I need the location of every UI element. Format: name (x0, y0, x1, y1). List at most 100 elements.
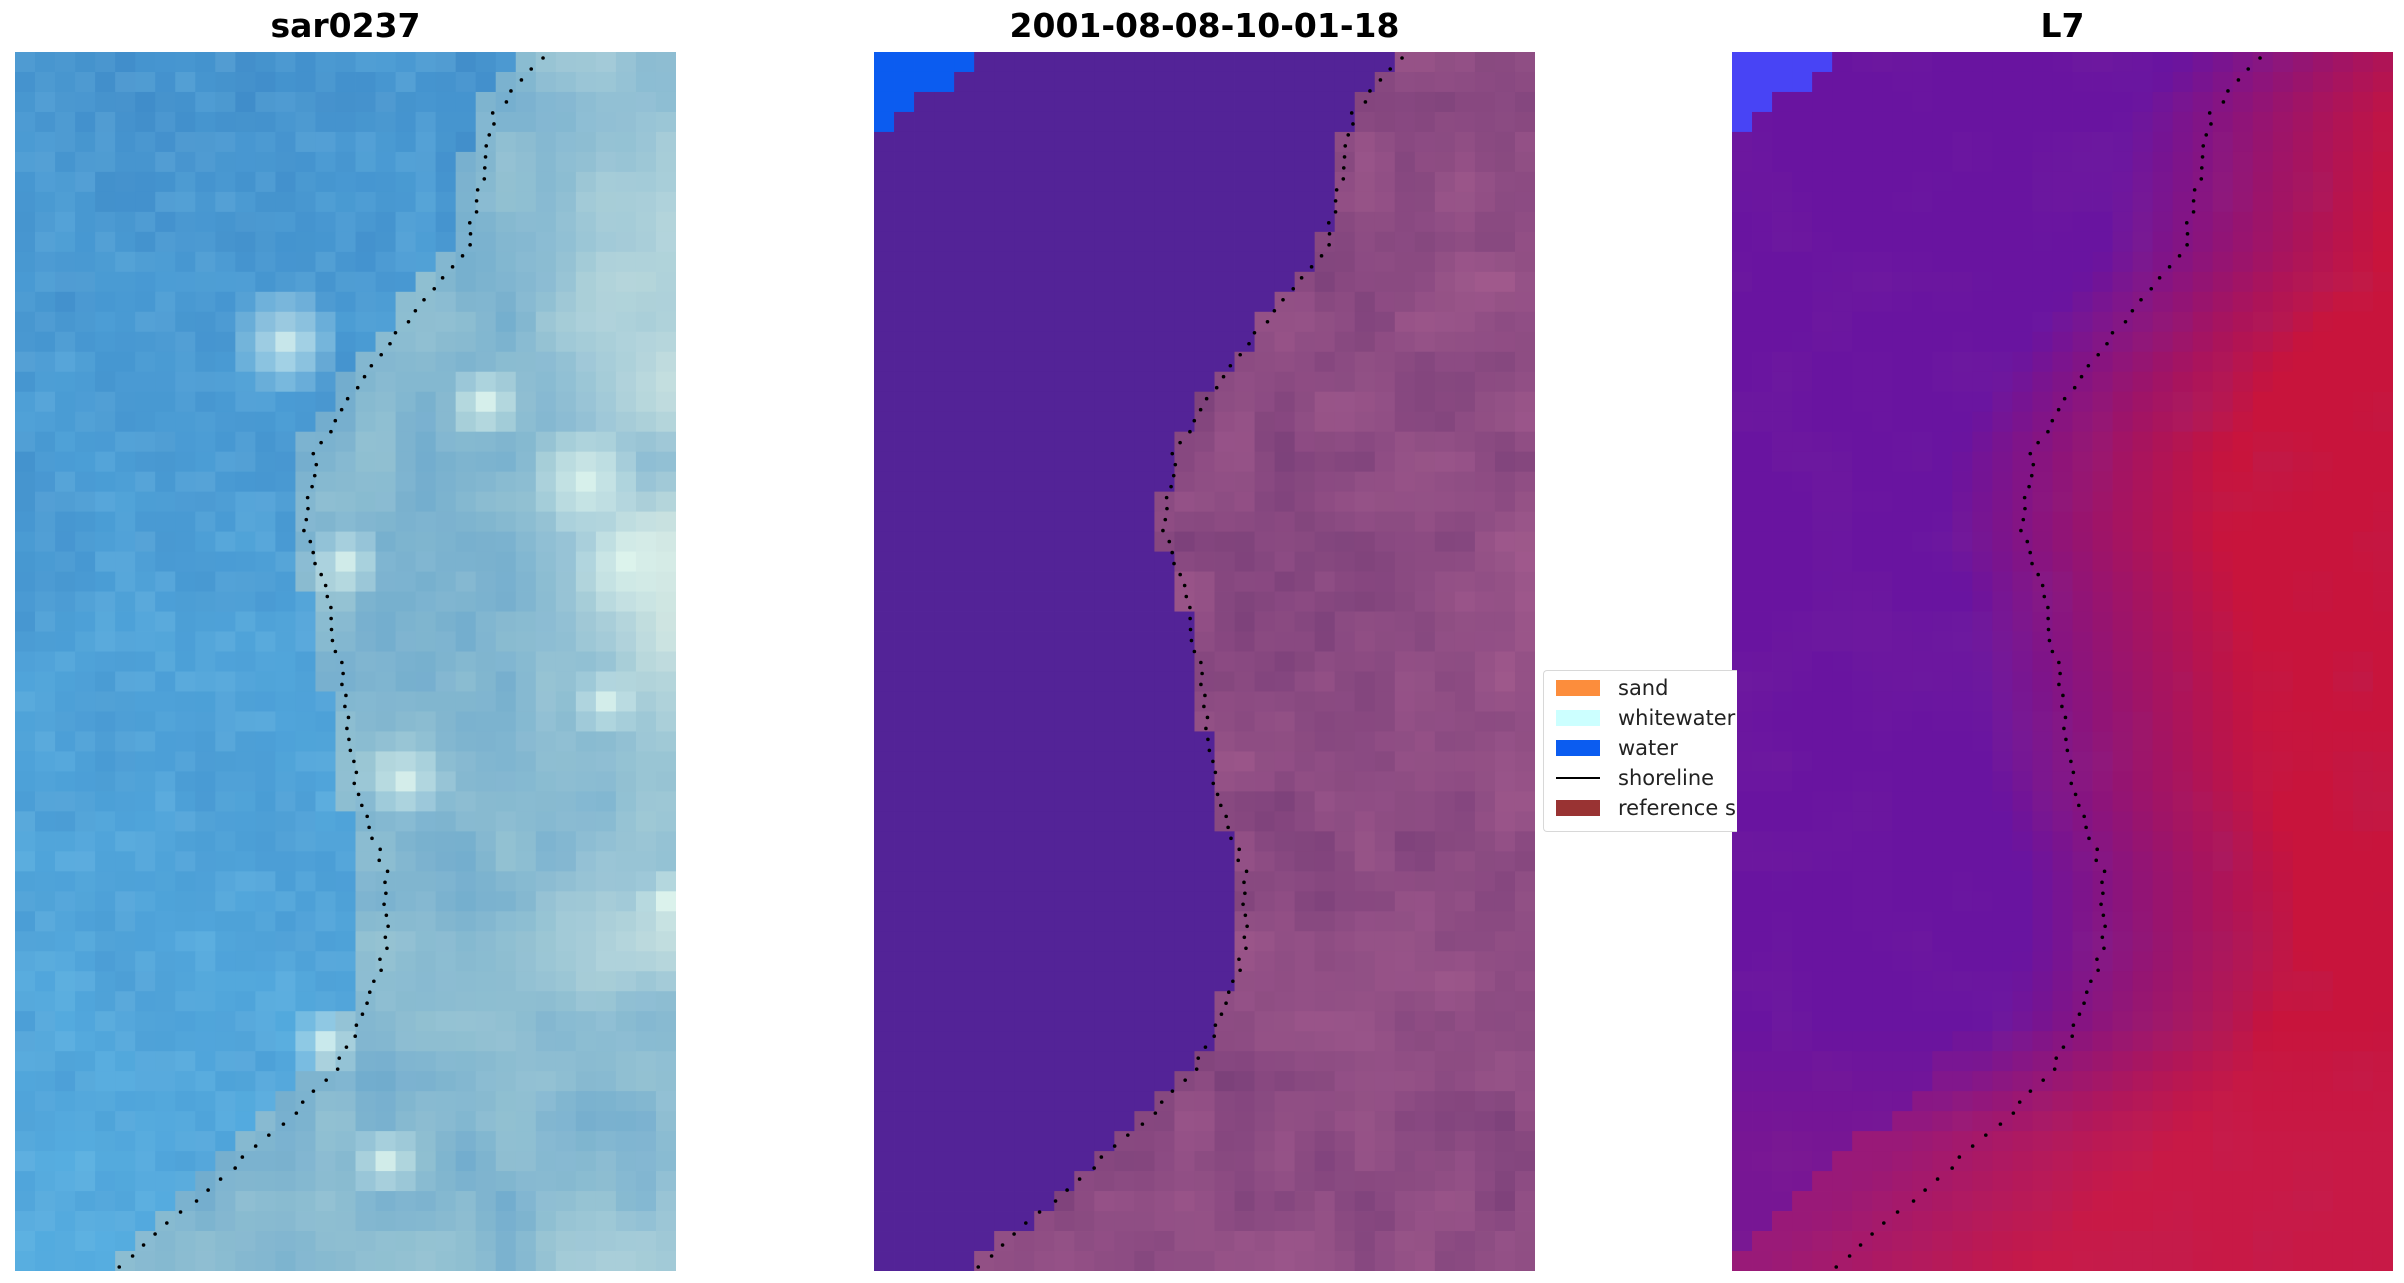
image-pixel (1014, 1031, 1035, 1052)
image-pixel (874, 131, 895, 153)
image-pixel (335, 791, 356, 812)
image-pixel (15, 291, 36, 313)
image-pixel (2192, 211, 2214, 233)
image-pixel (1154, 191, 1175, 213)
image-pixel (355, 971, 376, 992)
image-pixel (235, 611, 256, 632)
image-pixel (135, 1111, 156, 1132)
image-pixel (435, 691, 457, 712)
image-pixel (155, 1111, 176, 1132)
image-pixel (1374, 431, 1396, 453)
image-pixel (655, 971, 676, 992)
image-pixel (355, 171, 376, 193)
image-pixel (515, 1091, 537, 1112)
image-pixel (1474, 1151, 1496, 1172)
image-pixel (2332, 191, 2354, 213)
image-pixel (2372, 71, 2393, 93)
image-pixel (1134, 691, 1155, 712)
image-pixel (375, 251, 396, 273)
image-pixel (435, 731, 457, 752)
image-pixel (35, 1111, 56, 1132)
image-pixel (1054, 131, 1075, 153)
image-pixel (994, 71, 1015, 93)
image-pixel (2032, 331, 2053, 353)
image-pixel (1174, 171, 1195, 193)
image-pixel (1294, 1231, 1316, 1252)
image-pixel (1752, 411, 1773, 433)
image-pixel (1014, 851, 1035, 872)
image-pixel (335, 171, 356, 193)
image-pixel (15, 251, 36, 273)
image-pixel (575, 151, 597, 173)
image-pixel (1094, 251, 1115, 273)
image-pixel (2252, 211, 2274, 233)
image-pixel (1034, 491, 1055, 513)
image-pixel (575, 351, 597, 373)
shoreline-dot (1219, 1012, 1224, 1017)
image-pixel (35, 631, 56, 652)
shoreline-dot (365, 1001, 369, 1006)
image-pixel (475, 271, 497, 293)
image-pixel (75, 1131, 96, 1152)
image-pixel (635, 771, 657, 792)
image-pixel (1374, 1031, 1396, 1052)
shoreline-dot (1159, 1100, 1164, 1104)
image-pixel (635, 91, 657, 113)
image-pixel (1912, 131, 1933, 153)
image-pixel (1972, 91, 1993, 113)
image-pixel (75, 91, 96, 113)
image-pixel (315, 971, 336, 992)
image-pixel (195, 1051, 216, 1072)
image-pixel (1354, 531, 1376, 552)
image-pixel (415, 91, 437, 113)
image-pixel (1494, 71, 1516, 93)
image-pixel (235, 831, 256, 852)
image-pixel (595, 1011, 617, 1032)
image-pixel (475, 471, 497, 493)
image-pixel (1394, 751, 1416, 772)
image-pixel (1414, 91, 1436, 113)
image-pixel (475, 1231, 497, 1252)
image-pixel (1414, 651, 1436, 672)
image-pixel (1334, 1091, 1356, 1112)
image-pixel (415, 571, 437, 592)
image-pixel (1294, 1131, 1316, 1152)
image-pixel (195, 531, 216, 552)
image-pixel (1474, 511, 1496, 533)
image-pixel (295, 771, 316, 792)
image-pixel (1434, 991, 1456, 1012)
image-pixel (1294, 1011, 1316, 1032)
image-pixel (974, 391, 995, 413)
image-pixel (15, 551, 36, 572)
image-pixel (1074, 431, 1095, 453)
image-pixel (575, 851, 597, 872)
image-pixel (1334, 731, 1356, 752)
image-pixel (1074, 1191, 1095, 1212)
image-pixel (115, 811, 136, 832)
image-pixel (2012, 131, 2033, 153)
image-pixel (555, 131, 577, 153)
image-pixel (1872, 211, 1893, 233)
image-pixel (1852, 71, 1873, 93)
image-pixel (555, 391, 577, 413)
image-pixel (135, 551, 156, 572)
image-pixel (954, 1111, 975, 1132)
image-pixel (1752, 491, 1773, 513)
image-pixel (195, 331, 216, 353)
image-pixel (175, 1111, 196, 1132)
image-pixel (295, 391, 316, 413)
image-pixel (1374, 71, 1396, 93)
image-pixel (375, 731, 396, 752)
image-pixel (2132, 211, 2154, 233)
image-pixel (1394, 731, 1416, 752)
image-pixel (275, 571, 296, 592)
image-pixel (615, 291, 637, 313)
image-pixel (1414, 571, 1436, 592)
image-pixel (1314, 651, 1336, 672)
image-pixel (2152, 391, 2174, 413)
image-pixel (2312, 451, 2334, 473)
image-pixel (1494, 571, 1516, 592)
image-pixel (1154, 851, 1175, 872)
image-pixel (934, 71, 955, 93)
image-pixel (1912, 491, 1933, 513)
